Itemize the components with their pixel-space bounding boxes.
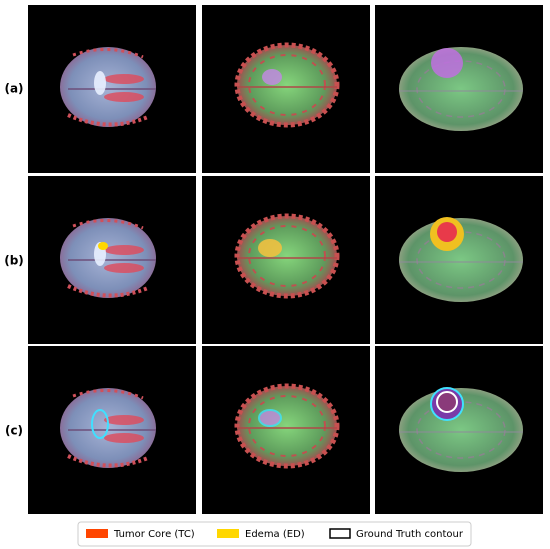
legend-label: Edema (ED): [245, 529, 305, 540]
panel-grid: [28, 5, 543, 514]
legend-label: Ground Truth contour: [356, 529, 464, 540]
row-label: (a): [4, 82, 23, 96]
row-label: (c): [5, 424, 23, 438]
legend-label: Tumor Core (TC): [113, 529, 195, 540]
legend: Tumor Core (TC) Edema (ED) Ground Truth …: [77, 521, 472, 547]
legend-swatch: [329, 528, 351, 539]
legend-swatch: [86, 529, 108, 538]
row-label: (b): [4, 254, 24, 268]
legend-swatch: [217, 529, 239, 538]
